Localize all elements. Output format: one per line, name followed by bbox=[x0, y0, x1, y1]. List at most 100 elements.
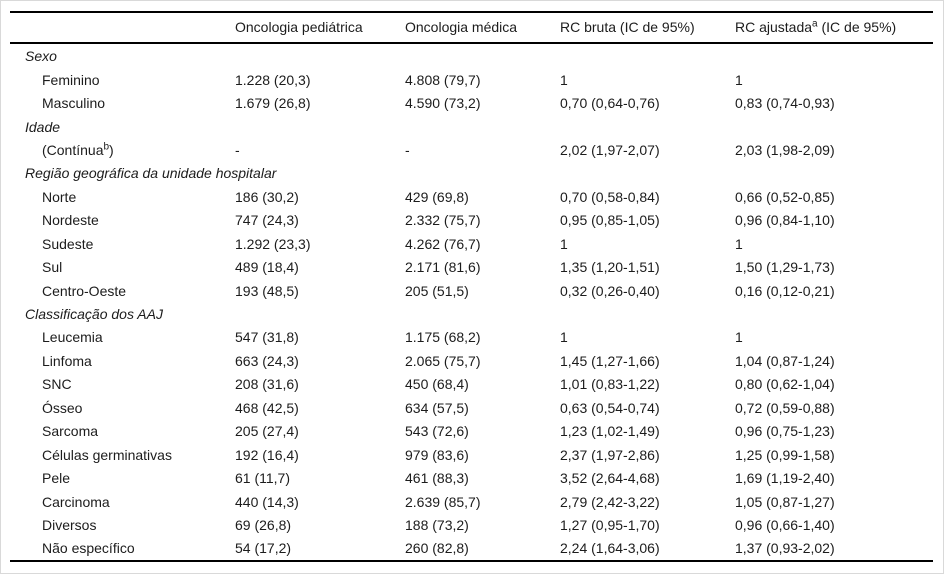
cell-oncologia-medica: 260 (82,8) bbox=[405, 540, 469, 557]
footnote-marker-b: b bbox=[103, 141, 110, 153]
table-row: Diversos 69 (26,8) 188 (73,2) 1,27 (0,95-1,… bbox=[10, 513, 933, 536]
section-row: Classificação dos AAJ bbox=[10, 302, 933, 325]
cell-oncologia-medica: 634 (57,5) bbox=[405, 399, 469, 416]
section-row: Região geográfica da unidade hospitalar bbox=[10, 162, 933, 185]
row-label: Região geográfica da unidade hospitalar bbox=[25, 165, 277, 182]
table-row: Centro-Oeste 193 (48,5) 205 (51,5) 0,32 (0,… bbox=[10, 279, 933, 302]
section-row: Idade bbox=[10, 115, 933, 138]
cell-oncologia-medica: 979 (83,6) bbox=[405, 446, 469, 463]
cell-oncologia-pediatrica: 205 (27,4) bbox=[235, 423, 299, 440]
header-rc-bruta: RC bruta (IC de 95%) bbox=[560, 19, 695, 35]
cell-oncologia-pediatrica: 440 (14,3) bbox=[235, 493, 299, 510]
cell-rc-bruta: 1,01 (0,83-1,22) bbox=[560, 376, 660, 393]
row-label: Classificação dos AAJ bbox=[25, 306, 163, 323]
cell-oncologia-pediatrica: 1.679 (26,8) bbox=[235, 95, 311, 112]
cell-rc-ajustada: 1,04 (0,87-1,24) bbox=[735, 352, 835, 369]
row-label: Norte bbox=[42, 188, 77, 205]
cell-rc-bruta: 0,70 (0,64-0,76) bbox=[560, 95, 660, 112]
table-header-row: Oncologia pediátrica Oncologia médica RC… bbox=[10, 13, 933, 41]
row-label: Diversos bbox=[42, 516, 97, 533]
table-row: Ósseo 468 (42,5) 634 (57,5) 0,63 (0,54-0,74… bbox=[10, 396, 933, 419]
cell-rc-bruta: 2,02 (1,97-2,07) bbox=[560, 141, 660, 158]
row-label: Ósseo bbox=[42, 399, 83, 416]
table-row: Não específico 54 (17,2) 260 (82,8) 2,24 (1… bbox=[10, 537, 933, 560]
cell-oncologia-medica: 461 (88,3) bbox=[405, 470, 469, 487]
cell-rc-ajustada: 0,83 (0,74-0,93) bbox=[735, 95, 835, 112]
row-label: Sexo bbox=[25, 48, 57, 65]
cell-rc-bruta: 1 bbox=[560, 71, 568, 88]
cell-oncologia-pediatrica: 1.228 (20,3) bbox=[235, 71, 311, 88]
table-row: Masculino 1.679 (26,8) 4.590 (73,2) 0,70 (0… bbox=[10, 91, 933, 114]
cell-rc-bruta: 1,35 (1,20-1,51) bbox=[560, 259, 660, 276]
cell-rc-ajustada: 0,80 (0,62-1,04) bbox=[735, 376, 835, 393]
header-oncologia-medica: Oncologia médica bbox=[405, 19, 518, 35]
cell-oncologia-pediatrica: 193 (48,5) bbox=[235, 282, 299, 299]
table-row: Linfoma 663 (24,3) 2.065 (75,7) 1,45 (1,27-… bbox=[10, 349, 933, 372]
section-row: Sexo bbox=[10, 45, 933, 68]
cell-oncologia-pediatrica: 468 (42,5) bbox=[235, 399, 299, 416]
cell-rc-ajustada: 1,05 (0,87-1,27) bbox=[735, 493, 835, 510]
table-row: Sarcoma 205 (27,4) 543 (72,6) 1,23 (1,02-1,… bbox=[10, 420, 933, 443]
cell-rc-ajustada: 0,72 (0,59-0,88) bbox=[735, 399, 835, 416]
cell-rc-ajustada: 1 bbox=[735, 329, 743, 346]
cell-oncologia-pediatrica: 489 (18,4) bbox=[235, 259, 299, 276]
row-label: Sudeste bbox=[42, 235, 94, 252]
header-rc-ajustada-text: RC ajustada bbox=[735, 19, 813, 35]
cell-oncologia-medica: 205 (51,5) bbox=[405, 282, 469, 299]
row-label: Masculino bbox=[42, 95, 106, 112]
row-label: Sul bbox=[42, 259, 63, 276]
cell-oncologia-medica: 4.262 (76,7) bbox=[405, 235, 481, 252]
row-label: Sarcoma bbox=[42, 423, 99, 440]
cell-rc-bruta: 1,27 (0,95-1,70) bbox=[560, 516, 660, 533]
row-label: Células germinativas bbox=[42, 446, 172, 463]
cell-rc-bruta: 1,45 (1,27-1,66) bbox=[560, 352, 660, 369]
table-row: Carcinoma 440 (14,3) 2.639 (85,7) 2,79 (2,4… bbox=[10, 490, 933, 513]
row-label: Centro-Oeste bbox=[42, 282, 127, 299]
row-label: SNC bbox=[42, 376, 72, 393]
table-row: Norte 186 (30,2) 429 (69,8) 0,70 (0,58-0,84… bbox=[10, 185, 933, 208]
row-label: (Contínuab) bbox=[42, 141, 114, 158]
row-label: Não específico bbox=[42, 540, 135, 557]
table-row: Sul 489 (18,4) 2.171 (81,6) 1,35 (1,20-1,51… bbox=[10, 255, 933, 278]
cell-rc-bruta: 0,63 (0,54-0,74) bbox=[560, 399, 660, 416]
table-row: (Contínuab) - - 2,02 (1,97-2,07) 2,03 (1,98-… bbox=[10, 138, 933, 161]
footnote-marker-a: a bbox=[812, 18, 818, 30]
cell-rc-ajustada: 1,69 (1,19-2,40) bbox=[735, 470, 835, 487]
cell-oncologia-medica: 429 (69,8) bbox=[405, 188, 469, 205]
table-body: Sexo Feminino 1.228 (20,3) 4.808 (79,7) 1 1 Ma… bbox=[10, 45, 933, 561]
cell-oncologia-medica: 543 (72,6) bbox=[405, 423, 469, 440]
table-bottom-rule bbox=[10, 560, 933, 562]
row-label: Nordeste bbox=[42, 212, 99, 229]
cell-rc-ajustada: 1,37 (0,93-2,02) bbox=[735, 540, 835, 557]
table-row: Sudeste 1.292 (23,3) 4.262 (76,7) 1 1 bbox=[10, 232, 933, 255]
row-label: Idade bbox=[25, 118, 61, 135]
table-top-rule bbox=[10, 11, 933, 13]
header-rc-ajustada: RC ajustadaa (IC de 95%) bbox=[735, 19, 933, 35]
cell-oncologia-medica: - bbox=[405, 141, 410, 158]
row-label: Leucemia bbox=[42, 329, 103, 346]
cell-rc-bruta: 2,79 (2,42-3,22) bbox=[560, 493, 660, 510]
cell-oncologia-pediatrica: 186 (30,2) bbox=[235, 188, 299, 205]
cell-rc-bruta: 0,70 (0,58-0,84) bbox=[560, 188, 660, 205]
cell-rc-bruta: 3,52 (2,64-4,68) bbox=[560, 470, 660, 487]
cell-rc-ajustada: 0,16 (0,12-0,21) bbox=[735, 282, 835, 299]
cell-oncologia-medica: 2.639 (85,7) bbox=[405, 493, 481, 510]
cell-oncologia-medica: 4.808 (79,7) bbox=[405, 71, 481, 88]
cell-rc-bruta: 1 bbox=[560, 235, 568, 252]
cell-rc-ajustada: 1,50 (1,29-1,73) bbox=[735, 259, 835, 276]
cell-rc-ajustada: 1,25 (0,99-1,58) bbox=[735, 446, 835, 463]
cell-oncologia-medica: 1.175 (68,2) bbox=[405, 329, 481, 346]
table-row: SNC 208 (31,6) 450 (68,4) 1,01 (0,83-1,22) 0… bbox=[10, 373, 933, 396]
cell-rc-bruta: 0,95 (0,85-1,05) bbox=[560, 212, 660, 229]
cell-oncologia-pediatrica: 54 (17,2) bbox=[235, 540, 292, 557]
cell-oncologia-medica: 188 (73,2) bbox=[405, 516, 469, 533]
cell-oncologia-medica: 2.065 (75,7) bbox=[405, 352, 481, 369]
table-row: Células germinativas 192 (16,4) 979 (83,6)… bbox=[10, 443, 933, 466]
table-header-rule bbox=[10, 42, 933, 44]
cell-rc-ajustada: 0,96 (0,75-1,23) bbox=[735, 423, 835, 440]
cell-rc-ajustada: 0,66 (0,52-0,85) bbox=[735, 188, 835, 205]
cell-oncologia-medica: 450 (68,4) bbox=[405, 376, 469, 393]
cell-oncologia-pediatrica: 747 (24,3) bbox=[235, 212, 299, 229]
cell-oncologia-medica: 2.171 (81,6) bbox=[405, 259, 481, 276]
cell-oncologia-pediatrica: 1.292 (23,3) bbox=[235, 235, 311, 252]
